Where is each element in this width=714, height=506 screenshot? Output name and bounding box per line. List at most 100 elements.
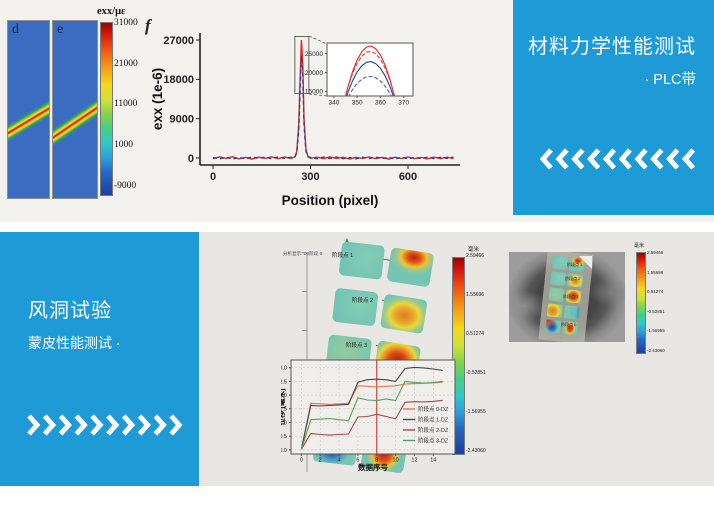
photo-stage-label-0: 阶段点 0 bbox=[561, 322, 577, 327]
svg-text:0: 0 bbox=[188, 153, 194, 165]
svg-text:1.5: 1.5 bbox=[281, 407, 287, 413]
material-test-title: 材料力学性能测试 bbox=[528, 36, 696, 58]
photo-stage-label-2: 阶段点 2 bbox=[565, 276, 581, 281]
strain-profile-chart: 0 300 600 0 9000 18000 27000 Position (pixel) ex… bbox=[150, 33, 460, 208]
svg-text:25000: 25000 bbox=[305, 51, 323, 58]
list-value: -1.56955 bbox=[466, 409, 486, 415]
list-value: -2.43060 bbox=[466, 448, 486, 454]
list-value: 显示: D2 bbox=[292, 251, 310, 256]
svg-text:27000: 27000 bbox=[163, 35, 194, 47]
svg-text:0: 0 bbox=[210, 171, 216, 183]
panel-d-label: d bbox=[12, 22, 19, 37]
stage-point-label-2: 阶段点 2 bbox=[352, 298, 374, 304]
strain-map-d: d bbox=[7, 20, 50, 199]
svg-text:340: 340 bbox=[329, 100, 340, 107]
list-value: 31000 bbox=[114, 18, 138, 28]
svg-text:6: 6 bbox=[356, 458, 359, 464]
photo-stage-label-1: 阶段点 1 bbox=[567, 262, 583, 267]
contour-patch-teal bbox=[550, 271, 567, 286]
stage-point-label-3: 阶段点 3 bbox=[346, 343, 368, 349]
list-value: 2.59466 bbox=[647, 250, 664, 255]
list-value: 1.55696 bbox=[647, 269, 664, 275]
bottom-section: 风洞试验 蒙皮性能测试 · 分析显示: D2阶段 8 阶段点 1 阶段点 2 阶… bbox=[0, 232, 714, 486]
list-value: 2.59466 bbox=[466, 253, 485, 259]
svg-text:0: 0 bbox=[300, 458, 303, 464]
svg-text:阶段点 1-DZ: 阶段点 1-DZ bbox=[418, 416, 449, 424]
list-value: 阶段 8 bbox=[309, 251, 323, 256]
list-value: 21000 bbox=[114, 58, 138, 69]
white-triangle-icon bbox=[579, 256, 592, 269]
strain-colorbar-ticks: 31000 21000 11000 1000 -9000 bbox=[114, 18, 138, 191]
svg-text:12: 12 bbox=[411, 458, 417, 464]
list-value: -1.56955 bbox=[647, 328, 665, 333]
wind-tunnel-title: 风洞试验 bbox=[28, 300, 112, 322]
list-value: 分析 bbox=[283, 251, 292, 256]
svg-text:350: 350 bbox=[352, 100, 363, 107]
chevrons-right-icon bbox=[27, 414, 183, 436]
svg-text:20000: 20000 bbox=[305, 70, 323, 77]
svg-text:1.0: 1.0 bbox=[281, 420, 287, 426]
svg-text:2.5: 2.5 bbox=[281, 379, 287, 385]
contour-patch-teal bbox=[338, 241, 386, 280]
photo-colorbar-title: 毫米 bbox=[634, 243, 645, 249]
chevrons-left-icon bbox=[540, 148, 696, 170]
material-test-subtitle: · PLC带 bbox=[644, 72, 696, 88]
wind-tunnel-subtitle: 蒙皮性能测试 · bbox=[28, 335, 121, 351]
svg-text:8: 8 bbox=[375, 458, 378, 464]
list-value: -0.52851 bbox=[466, 370, 486, 376]
svg-text:18000: 18000 bbox=[163, 74, 194, 86]
camera-photo: 阶段点 1 阶段点 2 阶段点 3 阶段点 0 bbox=[509, 252, 625, 342]
material-test-panel: 材料力学性能测试 · PLC带 bbox=[513, 0, 714, 215]
svg-text:数据序号: 数据序号 bbox=[358, 462, 388, 472]
svg-text:2.0: 2.0 bbox=[281, 393, 287, 399]
svg-text:阶段点 3-DZ: 阶段点 3-DZ bbox=[418, 437, 449, 445]
photo-stage-label-3: 阶段点 3 bbox=[563, 294, 579, 299]
svg-text:10: 10 bbox=[393, 458, 399, 464]
svg-text:300: 300 bbox=[301, 171, 319, 183]
contour-patch-orange-blob bbox=[379, 293, 428, 335]
svg-text:14: 14 bbox=[430, 458, 436, 464]
list-value: 0.51274 bbox=[466, 331, 485, 337]
contour-patch-orange-left bbox=[546, 303, 564, 318]
list-value: -9000 bbox=[114, 180, 137, 191]
dic-info-text: 分析显示: D2阶段 8 bbox=[283, 251, 322, 257]
contour-patch-blue-blob bbox=[545, 319, 562, 334]
dic-colorbar-values: 2.59466 1.55696 0.51274 -0.52851 -1.56955 -2.… bbox=[466, 254, 486, 454]
svg-text:0.5: 0.5 bbox=[281, 434, 287, 440]
contour-patch-teal-blue bbox=[563, 305, 580, 320]
strain-colorbar bbox=[100, 22, 113, 196]
photo-colorbar bbox=[636, 252, 646, 354]
panel-f-label: f bbox=[145, 16, 151, 35]
svg-text:370: 370 bbox=[398, 100, 409, 107]
panel-e-label: e bbox=[57, 22, 64, 37]
list-value: -2.43060 bbox=[647, 347, 665, 353]
displacement-chart: 0 2 4 6 8 10 12 14 0.0 0.5 1.0 1.5 2.0 2.5 3.0 数据序号 位移 [… bbox=[281, 359, 456, 472]
svg-text:0.0: 0.0 bbox=[281, 448, 287, 454]
svg-text:阶段点 0-DZ: 阶段点 0-DZ bbox=[418, 405, 449, 413]
svg-text:Position (pixel): Position (pixel) bbox=[282, 193, 379, 208]
contour-patch-red-top bbox=[386, 247, 435, 288]
dic-colorbar-title: 毫米 bbox=[468, 247, 480, 253]
strain-band-d bbox=[8, 98, 49, 143]
contour-patch-teal bbox=[331, 287, 379, 327]
stage-point-label-1: 阶段点 1 bbox=[332, 253, 354, 259]
svg-text:360: 360 bbox=[375, 100, 386, 107]
contour-patch-teal bbox=[551, 255, 569, 271]
wind-tunnel-panel: 风洞试验 蒙皮性能测试 · bbox=[0, 232, 199, 486]
svg-text:600: 600 bbox=[399, 171, 417, 183]
top-section: d e exx/με 31000 21000 11000 1000 -9000 f 0 3… bbox=[0, 0, 714, 222]
strain-band-e bbox=[53, 97, 97, 147]
svg-text:15000: 15000 bbox=[305, 89, 323, 96]
strain-colorbar-title: exx/με bbox=[97, 6, 126, 17]
svg-text:4: 4 bbox=[338, 458, 341, 464]
list-value: 1000 bbox=[114, 139, 133, 150]
strain-map-e: e bbox=[52, 20, 98, 199]
svg-text:阶段点 2-DZ: 阶段点 2-DZ bbox=[418, 426, 449, 434]
svg-text:位移 [毫米]: 位移 [毫米] bbox=[281, 388, 286, 426]
list-value: 11000 bbox=[114, 99, 138, 110]
list-value: 1.55696 bbox=[466, 292, 485, 298]
svg-text:3.0: 3.0 bbox=[281, 366, 287, 372]
svg-text:9000: 9000 bbox=[170, 114, 194, 126]
strain-profile-inset-chart: 340 350 360 370 15000 20000 25000 bbox=[305, 42, 414, 107]
